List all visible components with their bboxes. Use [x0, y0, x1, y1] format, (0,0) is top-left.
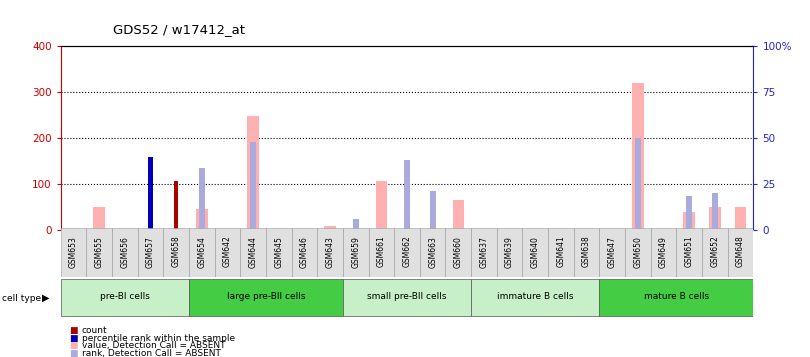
Text: large pre-BII cells: large pre-BII cells	[227, 292, 305, 301]
Text: GSM644: GSM644	[249, 236, 258, 268]
Bar	[727, 228, 753, 277]
Text: GSM655: GSM655	[95, 236, 104, 268]
Text: GSM661: GSM661	[377, 236, 386, 267]
Bar	[250, 142, 256, 230]
Text: GSM652: GSM652	[710, 236, 719, 267]
Text: GSM654: GSM654	[198, 236, 207, 268]
Text: percentile rank within the sample: percentile rank within the sample	[82, 333, 235, 343]
Text: GSM646: GSM646	[300, 236, 309, 268]
Text: count: count	[82, 326, 108, 335]
Bar	[343, 228, 369, 277]
Bar	[61, 279, 189, 316]
Bar	[709, 207, 721, 230]
Text: ■: ■	[69, 341, 77, 351]
Bar	[471, 279, 599, 316]
Text: small pre-BII cells: small pre-BII cells	[367, 292, 447, 301]
Bar	[676, 228, 702, 277]
Bar	[247, 116, 259, 230]
Text: GSM650: GSM650	[633, 236, 642, 268]
Bar	[241, 228, 266, 277]
Bar	[376, 181, 387, 230]
Bar	[198, 168, 205, 230]
Text: GSM656: GSM656	[121, 236, 130, 268]
Bar	[650, 228, 676, 277]
Text: GSM662: GSM662	[403, 236, 411, 267]
Bar	[548, 228, 573, 277]
Text: GSM641: GSM641	[556, 236, 565, 267]
Bar	[369, 228, 394, 277]
Bar	[112, 228, 138, 277]
Bar	[404, 160, 410, 230]
Text: GSM649: GSM649	[659, 236, 668, 268]
Bar	[318, 228, 343, 277]
Bar	[735, 207, 746, 230]
Text: GSM640: GSM640	[531, 236, 539, 268]
Bar	[352, 219, 359, 230]
Text: GSM647: GSM647	[608, 236, 616, 268]
Text: GSM660: GSM660	[454, 236, 463, 268]
Bar	[625, 228, 650, 277]
Text: GDS52 / w17412_at: GDS52 / w17412_at	[113, 23, 245, 36]
Bar	[632, 83, 644, 230]
Text: ■: ■	[69, 333, 77, 343]
Bar	[394, 228, 420, 277]
Text: GSM653: GSM653	[69, 236, 78, 268]
Text: GSM638: GSM638	[582, 236, 591, 267]
Bar	[324, 226, 336, 230]
Bar	[420, 228, 446, 277]
Text: GSM645: GSM645	[275, 236, 284, 268]
Bar	[599, 228, 625, 277]
Bar	[599, 279, 753, 316]
Text: cell type: cell type	[2, 293, 41, 303]
Bar	[266, 228, 292, 277]
Bar	[453, 200, 464, 230]
Bar	[686, 196, 693, 230]
Bar	[573, 228, 599, 277]
Bar	[164, 228, 189, 277]
Bar	[138, 228, 164, 277]
Text: GSM637: GSM637	[480, 236, 488, 268]
Bar	[196, 208, 207, 230]
Text: GSM643: GSM643	[326, 236, 335, 268]
Bar	[712, 193, 718, 230]
Bar	[343, 279, 471, 316]
Bar	[292, 228, 318, 277]
Text: pre-BI cells: pre-BI cells	[100, 292, 150, 301]
Bar	[702, 228, 727, 277]
Bar	[189, 228, 215, 277]
Bar	[87, 228, 112, 277]
Text: GSM642: GSM642	[223, 236, 232, 267]
Text: mature B cells: mature B cells	[644, 292, 709, 301]
Text: GSM663: GSM663	[428, 236, 437, 268]
Text: GSM639: GSM639	[505, 236, 514, 268]
Text: GSM648: GSM648	[736, 236, 745, 267]
Text: ■: ■	[69, 349, 77, 357]
Text: ■: ■	[69, 326, 77, 335]
Bar	[148, 157, 153, 230]
Bar	[93, 207, 105, 230]
Text: ▶: ▶	[42, 293, 49, 303]
Bar	[215, 228, 241, 277]
Bar	[174, 181, 178, 230]
Bar	[635, 139, 641, 230]
Text: GSM659: GSM659	[352, 236, 360, 268]
Bar	[497, 228, 522, 277]
Text: immature B cells: immature B cells	[497, 292, 573, 301]
Bar	[61, 228, 87, 277]
Text: GSM657: GSM657	[146, 236, 155, 268]
Bar	[522, 228, 548, 277]
Bar	[189, 279, 343, 316]
Bar	[471, 228, 497, 277]
Text: GSM651: GSM651	[684, 236, 693, 267]
Text: value, Detection Call = ABSENT: value, Detection Call = ABSENT	[82, 341, 225, 351]
Bar	[429, 191, 436, 230]
Text: rank, Detection Call = ABSENT: rank, Detection Call = ABSENT	[82, 349, 220, 357]
Bar	[684, 212, 695, 230]
Text: GSM658: GSM658	[172, 236, 181, 267]
Bar	[446, 228, 471, 277]
